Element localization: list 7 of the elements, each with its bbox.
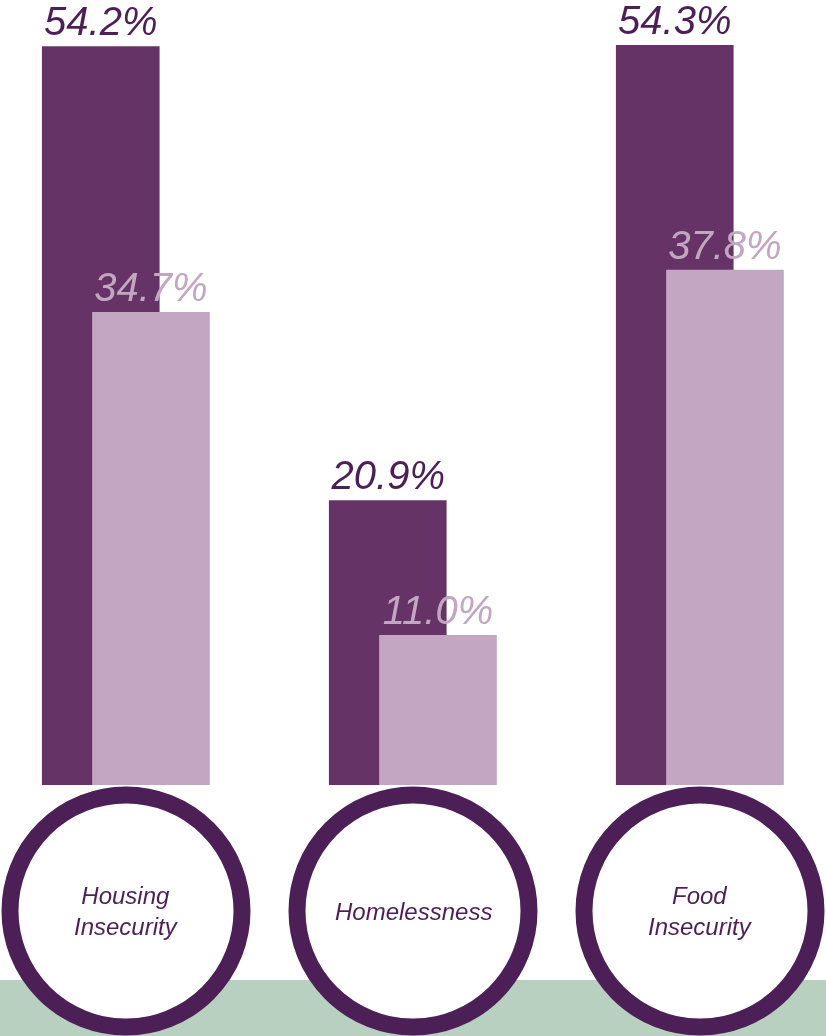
x-tick-label: Housing Insecurity: [74, 882, 179, 941]
x-tick-label: Food Insecurity: [648, 882, 753, 941]
data-label: 20.9%: [330, 453, 445, 498]
bar: [379, 635, 497, 785]
data-label: 54.3%: [618, 0, 732, 42]
data-label: 54.2%: [44, 0, 158, 44]
x-tick-label: Homelessness: [335, 898, 493, 925]
